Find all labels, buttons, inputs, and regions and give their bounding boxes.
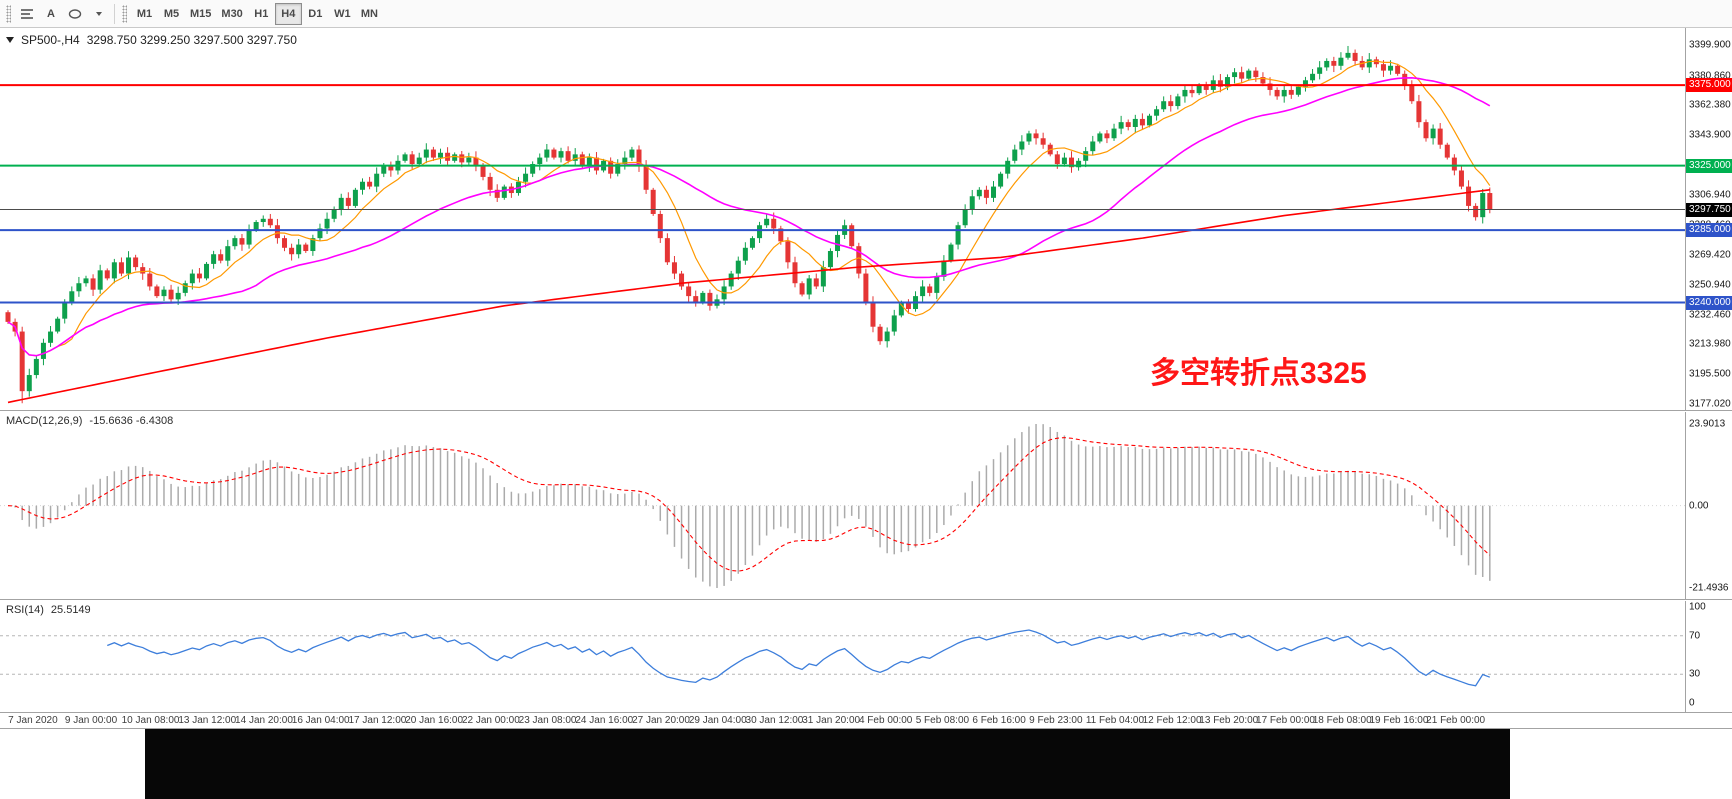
time-axis[interactable]: 7 Jan 2020 9 Jan 00:00 10 Jan 08:00 13 Jan …: [0, 712, 1732, 729]
chart-annotation: 多空转折点3325: [1150, 357, 1367, 390]
rsi-axis-label: 30: [1689, 668, 1701, 680]
timeframe-button-m15[interactable]: M15: [185, 3, 216, 25]
price-axis-label: 3362.380: [1689, 99, 1731, 111]
timeframe-button-mn[interactable]: MN: [356, 3, 383, 25]
time-axis-label: 17 Jan 12:00: [348, 715, 407, 726]
rsi-canvas[interactable]: [0, 601, 1685, 713]
timeframe-button-m5[interactable]: M5: [158, 3, 185, 25]
text-tool-button[interactable]: A: [39, 3, 63, 25]
price-axis-label: 3250.940: [1689, 279, 1731, 291]
time-axis-label: 27 Jan 20:00: [632, 715, 690, 726]
macd-axis[interactable]: 23.9013 0.00 -21.4936: [1685, 412, 1732, 599]
time-axis-label: 5 Feb 08:00: [915, 715, 970, 726]
rsi-axis-label: 0: [1689, 697, 1695, 709]
time-axis-label: 12 Feb 12:00: [1142, 715, 1202, 726]
timeframe-group: M1 M5 M15 M30 H1 H4 D1 W1 MN: [131, 2, 383, 25]
time-axis-label: 20 Jan 16:00: [405, 715, 464, 726]
time-axis-label: 21 Feb 00:00: [1426, 715, 1486, 726]
macd-canvas[interactable]: [0, 412, 1685, 600]
time-axis-label: 4 Feb 00:00: [858, 715, 913, 726]
time-axis-label: 18 Feb 08:00: [1312, 715, 1372, 726]
shapes-tool-button[interactable]: [63, 3, 87, 25]
rsi-axis-label: 70: [1689, 630, 1701, 642]
bottom-dark-panel: [145, 729, 1510, 799]
toolbar-grip-2[interactable]: [122, 4, 127, 23]
macd-axis-label: 23.9013: [1689, 418, 1726, 430]
price-tag-3240.000: 3240.000: [1686, 295, 1732, 310]
price-tag-3297.750: 3297.750: [1686, 202, 1732, 217]
timeframe-button-h1[interactable]: H1: [248, 3, 275, 25]
toolbar-separator: [114, 3, 115, 24]
timeframe-button-m1[interactable]: M1: [131, 3, 158, 25]
main-chart-canvas[interactable]: [0, 28, 1685, 410]
time-axis-label: 10 Jan 08:00: [121, 715, 180, 726]
rsi-panel: RSI(14) 25.5149 100 70 30 0: [0, 599, 1732, 712]
toolbar: A M1 M5 M15 M30 H1 H4 D1 W1 MN: [0, 0, 1732, 28]
price-axis-label: 3380.860: [1689, 70, 1731, 82]
price-axis-label: 3213.980: [1689, 338, 1731, 350]
toolbar-grip[interactable]: [6, 4, 11, 23]
ellipse-shape-icon: [68, 8, 82, 19]
bottom-strip: [0, 729, 1732, 799]
rsi-axis[interactable]: 100 70 30 0: [1685, 601, 1732, 712]
main-chart-panel: SP500-,H4 3298.750 3299.250 3297.500 329…: [0, 28, 1732, 410]
macd-name: MACD(12,26,9): [6, 415, 83, 427]
price-axis-label: 3195.500: [1689, 368, 1731, 380]
price-tag-3325.000: 3325.000: [1686, 158, 1732, 173]
time-axis-label: 13 Jan 12:00: [178, 715, 237, 726]
time-axis-label: 23 Jan 08:00: [518, 715, 577, 726]
time-axis-label: 19 Feb 16:00: [1369, 715, 1429, 726]
timeframe-button-d1[interactable]: D1: [302, 3, 329, 25]
time-axis-label: 24 Jan 16:00: [575, 715, 634, 726]
macd-panel: MACD(12,26,9) -15.6636 -6.4308 23.9013 0.…: [0, 410, 1732, 599]
time-axis-label: 17 Feb 00:00: [1256, 715, 1315, 726]
price-tag-3285.000: 3285.000: [1686, 223, 1732, 238]
macd-label: MACD(12,26,9) -15.6636 -6.4308: [6, 415, 173, 427]
time-axis-label: 9 Feb 23:00: [1029, 715, 1083, 726]
symbol-timeframe-label: SP500-,H4: [21, 33, 80, 47]
timeframe-button-w1[interactable]: W1: [329, 3, 356, 25]
price-axis-label: 3343.900: [1689, 129, 1731, 141]
price-axis[interactable]: 3399.9003380.8603362.3803343.9003325.420…: [1685, 28, 1732, 410]
chart-title-bar: SP500-,H4 3298.750 3299.250 3297.500 329…: [6, 33, 297, 47]
rsi-value: 25.5149: [50, 604, 91, 616]
time-axis-label: 13 Feb 20:00: [1199, 715, 1259, 726]
timeframe-button-h4[interactable]: H4: [274, 2, 302, 25]
time-axis-label: 14 Jan 20:00: [235, 715, 293, 726]
time-axis-label: 31 Jan 20:00: [802, 715, 861, 726]
rsi-name: RSI(14): [6, 604, 44, 616]
shapes-dropdown-button[interactable]: [87, 3, 111, 25]
time-axis-label: 29 Jan 04:00: [688, 715, 747, 726]
macd-axis-label: 0.00: [1689, 500, 1709, 512]
ohlc-values: 3298.750 3299.250 3297.500 3297.750: [86, 33, 297, 47]
time-axis-label: 7 Jan 2020: [8, 715, 58, 726]
time-axis-label: 9 Jan 00:00: [64, 715, 118, 726]
chevron-down-icon: [96, 11, 102, 16]
collapse-triangle-icon[interactable]: [6, 37, 14, 43]
price-axis-label: 3177.020: [1689, 398, 1731, 410]
timeframe-button-m30[interactable]: M30: [216, 3, 247, 25]
macd-values: -15.6636 -6.4308: [89, 415, 174, 427]
price-axis-label: 3306.940: [1689, 189, 1731, 201]
time-axis-label: 22 Jan 00:00: [461, 715, 520, 726]
macd-axis-label: -21.4936: [1689, 582, 1729, 594]
list-icon: [21, 8, 33, 19]
rsi-label: RSI(14) 25.5149: [6, 604, 91, 616]
price-axis-label: 3269.420: [1689, 249, 1731, 261]
time-axis-label: 16 Jan 04:00: [291, 715, 350, 726]
rsi-axis-label: 100: [1689, 601, 1706, 613]
price-tag-3375.000: 3375.000: [1686, 78, 1732, 93]
time-axis-label: 6 Feb 16:00: [972, 715, 1026, 726]
price-axis-label: 3399.900: [1689, 39, 1731, 51]
line-studies-button[interactable]: [15, 3, 39, 25]
time-axis-label: 30 Jan 12:00: [745, 715, 804, 726]
price-axis-label: 3232.460: [1689, 309, 1731, 321]
time-axis-label: 11 Feb 04:00: [1085, 715, 1145, 726]
